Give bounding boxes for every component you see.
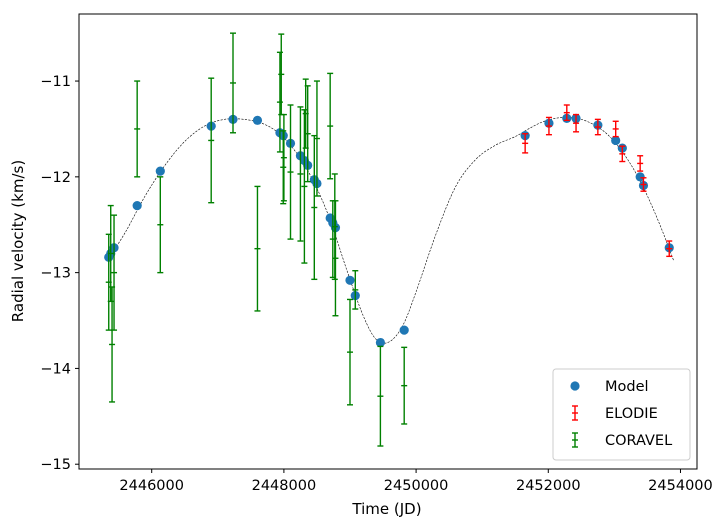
elodie-point-9 — [666, 240, 673, 258]
model-point-19 — [345, 275, 355, 285]
coravel-point-23 — [332, 200, 339, 317]
coravel-point-7 — [230, 32, 237, 134]
x-tick-label-1: 2448000 — [252, 478, 317, 494]
legend-label-coravel: CORAVEL — [605, 433, 672, 449]
coravel-point-6 — [208, 77, 215, 204]
elodie-point-8 — [640, 177, 647, 192]
coravel-point-5 — [157, 176, 164, 274]
x-tick-label-3: 2452000 — [516, 478, 581, 494]
coravel-point-17 — [304, 85, 311, 183]
coravel-point-3 — [111, 214, 118, 331]
axes: 2446000 2448000 2450000 2452000 2454000 −15 −1… — [40, 13, 713, 494]
model-point-3 — [132, 200, 142, 211]
coravel-point-20 — [327, 72, 334, 180]
y-tick-label-1: −14 — [40, 361, 71, 377]
model-point-22 — [399, 325, 409, 335]
elodie-point-5 — [612, 120, 619, 138]
coravel-point-12 — [280, 113, 287, 202]
coravel-point-24 — [346, 298, 353, 406]
legend-label-elodie: ELODIE — [605, 406, 658, 422]
x-tick-label-4: 2454000 — [648, 478, 713, 494]
legend-box — [552, 368, 691, 461]
model-point-21 — [375, 337, 385, 348]
coravel-point-25 — [352, 270, 359, 310]
coravel-point-8 — [254, 185, 261, 312]
axes-frame — [78, 13, 698, 470]
elodie-point-6 — [619, 145, 626, 163]
elodie-point-0 — [522, 133, 529, 154]
legend: Model ELODIE CORAVEL — [552, 368, 691, 461]
model-point-30 — [635, 172, 645, 182]
elodie-point-2 — [563, 104, 570, 122]
model-point-28 — [611, 135, 621, 146]
y-tick-label-0: −15 — [40, 457, 71, 473]
elodie-point-4 — [594, 118, 601, 136]
plot-area — [104, 32, 675, 447]
x-tick-label-0: 2446000 — [119, 478, 184, 494]
coravel-point-4 — [134, 80, 141, 178]
y-axis-label: Radial velocity (km/s) — [9, 160, 27, 322]
elodie-point-7 — [637, 155, 644, 172]
model-point-4 — [155, 166, 165, 176]
coravel-point-19 — [313, 80, 320, 197]
y-tick-label-2: −13 — [40, 266, 71, 282]
coravel-point-14 — [297, 106, 304, 242]
coravel-point-13 — [287, 104, 294, 240]
elodie-point-1 — [545, 116, 552, 136]
legend-model-marker — [570, 381, 580, 391]
coravel-point-26 — [377, 345, 384, 447]
y-tick-label-3: −12 — [40, 170, 71, 186]
x-axis-label: Time (JD) — [351, 500, 421, 518]
legend-label-model: Model — [605, 379, 649, 395]
y-tick-label-4: −11 — [40, 74, 71, 90]
elodie-point-3 — [573, 113, 580, 133]
x-tick-label-2: 2450000 — [384, 478, 449, 494]
coravel-point-27 — [401, 346, 408, 425]
model-point-7 — [252, 115, 263, 125]
